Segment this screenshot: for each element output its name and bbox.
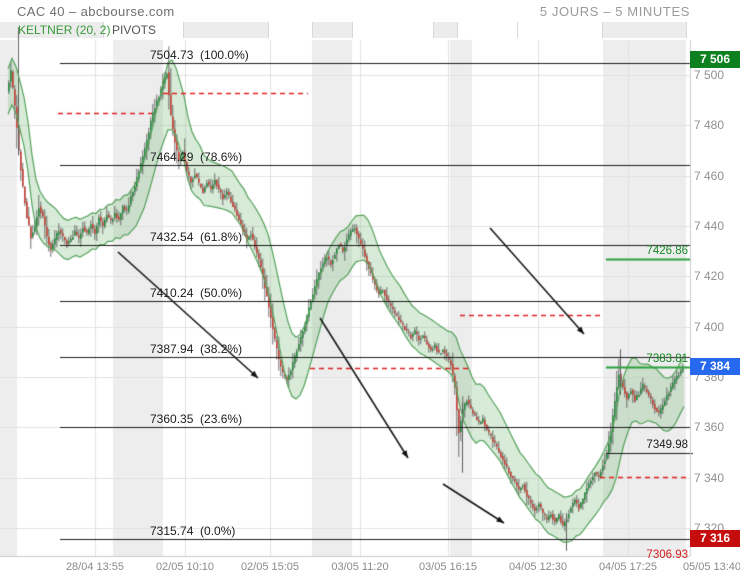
price-badge-high: 7 506 xyxy=(690,51,740,69)
fibonacci-level-label: 7387.94 (38.2%) xyxy=(150,342,243,357)
fibonacci-level-label: 7432.54 (61.8%) xyxy=(150,229,243,244)
x-axis-tick-label: 28/04 13:55 xyxy=(65,561,125,573)
x-axis-tick-label: 02/05 15:05 xyxy=(240,561,300,573)
y-axis-tick-label: 7 340 xyxy=(694,470,725,485)
y-axis-tick-label: 7 400 xyxy=(694,319,725,334)
price-level-label: 7349.98 xyxy=(646,438,688,451)
fibonacci-level-label: 7360.35 (23.6%) xyxy=(150,411,243,426)
x-axis-tick-label: 05/05 13:40 xyxy=(682,561,740,573)
fibonacci-level-label: 7504.73 (100.0%) xyxy=(150,48,249,62)
price-level-label: 7383.81 xyxy=(646,353,688,366)
price-badge-last: 7 384 xyxy=(690,358,740,376)
fibonacci-level-label: 7464.29 (78.6%) xyxy=(150,149,243,164)
y-axis-tick-label: 7 420 xyxy=(694,269,725,284)
fibonacci-level-label: 7315.74 (0.0%) xyxy=(150,523,236,538)
y-axis-tick-label: 7 500 xyxy=(694,67,725,82)
x-axis-tick-label: 02/05 10:10 xyxy=(155,561,215,573)
y-axis-tick-label: 7 440 xyxy=(694,218,725,233)
x-axis-tick-label: 03/05 16:15 xyxy=(418,561,478,573)
tab-pivots[interactable]: PIVOTS xyxy=(112,23,157,37)
y-axis-tick-label: 7 480 xyxy=(694,118,725,133)
y-axis-tick-label: 7 460 xyxy=(694,168,725,183)
price-badge-low: 7 316 xyxy=(690,529,740,547)
tab-keltner-indicator[interactable]: KELTNER (20, 2) xyxy=(18,23,111,37)
y-axis-tick-label: 7 360 xyxy=(694,420,725,435)
x-axis-tick-label: 04/05 12:30 xyxy=(508,561,568,573)
x-axis-tick-label: 04/05 17:25 xyxy=(598,561,658,573)
price-level-label: 7426.86 xyxy=(646,245,688,258)
x-axis-tick-label: 03/05 11:20 xyxy=(331,561,389,573)
fibonacci-level-label: 7410.24 (50.0%) xyxy=(150,285,243,300)
price-level-label: 7306.93 xyxy=(646,549,688,561)
